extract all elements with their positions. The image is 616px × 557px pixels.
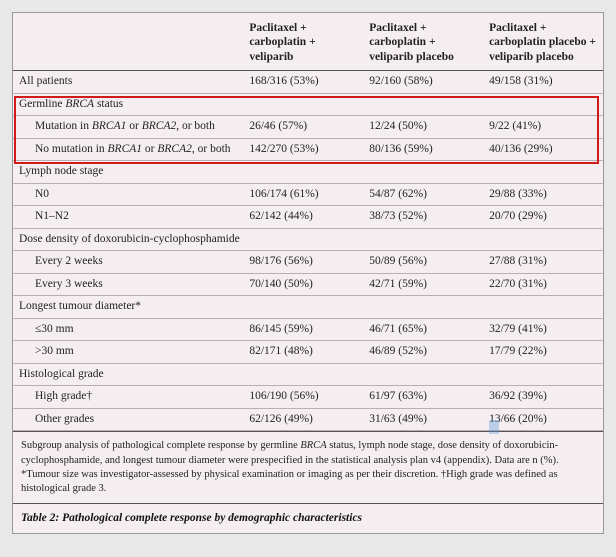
row-label: Every 3 weeks (13, 273, 243, 296)
cell-col-3: 27/88 (31%) (483, 251, 603, 274)
cell-col-1: 82/171 (48%) (243, 341, 363, 364)
header-blank (13, 13, 243, 71)
row-label: All patients (13, 71, 243, 94)
header-col-3: Paclitaxel + carboplatin placebo + velip… (483, 13, 603, 71)
section-label: Histological grade (13, 363, 603, 386)
cell-col-3: 13/66 (20%) (483, 408, 603, 431)
table-caption: Table 2: Pathological complete response … (13, 504, 603, 533)
cell-col-2: 42/71 (59%) (363, 273, 483, 296)
cell-col-2: 46/71 (65%) (363, 318, 483, 341)
cell-col-2: 12/24 (50%) (363, 116, 483, 139)
cell-col-2: 46/89 (52%) (363, 341, 483, 364)
cell-col-3: 29/88 (33%) (483, 183, 603, 206)
cell-col-1: 98/176 (56%) (243, 251, 363, 274)
cell-col-2: 80/136 (59%) (363, 138, 483, 161)
cell-col-1: 168/316 (53%) (243, 71, 363, 94)
cell-col-3: 22/70 (31%) (483, 273, 603, 296)
row-label: High grade† (13, 386, 243, 409)
sub-row: N0106/174 (61%)54/87 (62%)29/88 (33%) (13, 183, 603, 206)
row-label: No mutation in BRCA1 or BRCA2, or both (13, 138, 243, 161)
sub-row: >30 mm82/171 (48%)46/89 (52%)17/79 (22%) (13, 341, 603, 364)
sub-row: No mutation in BRCA1 or BRCA2, or both14… (13, 138, 603, 161)
section-row: Longest tumour diameter* (13, 296, 603, 319)
header-row: Paclitaxel + carboplatin + veliparib Pac… (13, 13, 603, 71)
table-row: All patients168/316 (53%)92/160 (58%)49/… (13, 71, 603, 94)
cell-col-1: 62/142 (44%) (243, 206, 363, 229)
sub-row: High grade†106/190 (56%)61/97 (63%)36/92… (13, 386, 603, 409)
sub-row: N1–N262/142 (44%)38/73 (52%)20/70 (29%) (13, 206, 603, 229)
table-container: Paclitaxel + carboplatin + veliparib Pac… (12, 12, 604, 534)
section-label: Dose density of doxorubicin-cyclophospha… (13, 228, 603, 251)
row-label: Mutation in BRCA1 or BRCA2, or both (13, 116, 243, 139)
section-label: Lymph node stage (13, 161, 603, 184)
row-label: Other grades (13, 408, 243, 431)
cell-col-1: 106/174 (61%) (243, 183, 363, 206)
table-panel: Paclitaxel + carboplatin + veliparib Pac… (12, 12, 604, 534)
sub-row: Every 2 weeks98/176 (56%)50/89 (56%)27/8… (13, 251, 603, 274)
row-label: N1–N2 (13, 206, 243, 229)
cell-col-1: 142/270 (53%) (243, 138, 363, 161)
row-label: >30 mm (13, 341, 243, 364)
cell-col-2: 31/63 (49%) (363, 408, 483, 431)
sub-row: Other grades62/126 (49%)31/63 (49%)13/66… (13, 408, 603, 431)
cell-col-2: 54/87 (62%) (363, 183, 483, 206)
cell-col-2: 92/160 (58%) (363, 71, 483, 94)
cell-col-3: 9/22 (41%) (483, 116, 603, 139)
row-label: N0 (13, 183, 243, 206)
cell-col-2: 61/97 (63%) (363, 386, 483, 409)
cell-col-3: 17/79 (22%) (483, 341, 603, 364)
section-row: Lymph node stage (13, 161, 603, 184)
table-body: All patients168/316 (53%)92/160 (58%)49/… (13, 71, 603, 431)
section-row: Germline BRCA status (13, 93, 603, 116)
cell-col-3: 20/70 (29%) (483, 206, 603, 229)
cell-col-3: 32/79 (41%) (483, 318, 603, 341)
section-label: Longest tumour diameter* (13, 296, 603, 319)
sub-row: Mutation in BRCA1 or BRCA2, or both26/46… (13, 116, 603, 139)
cell-col-1: 106/190 (56%) (243, 386, 363, 409)
row-label: Every 2 weeks (13, 251, 243, 274)
header-col-2: Paclitaxel + carboplatin + veliparib pla… (363, 13, 483, 71)
table-footnote: Subgroup analysis of pathological comple… (13, 431, 603, 504)
cell-col-1: 26/46 (57%) (243, 116, 363, 139)
section-label: Germline BRCA status (13, 93, 603, 116)
section-row: Dose density of doxorubicin-cyclophospha… (13, 228, 603, 251)
cell-col-1: 62/126 (49%) (243, 408, 363, 431)
section-row: Histological grade (13, 363, 603, 386)
cell-col-1: 86/145 (59%) (243, 318, 363, 341)
cell-col-1: 70/140 (50%) (243, 273, 363, 296)
row-label: ≤30 mm (13, 318, 243, 341)
sub-row: Every 3 weeks70/140 (50%)42/71 (59%)22/7… (13, 273, 603, 296)
cell-col-3: 36/92 (39%) (483, 386, 603, 409)
sub-row: ≤30 mm86/145 (59%)46/71 (65%)32/79 (41%) (13, 318, 603, 341)
cell-col-2: 50/89 (56%) (363, 251, 483, 274)
cell-col-3: 40/136 (29%) (483, 138, 603, 161)
data-table: Paclitaxel + carboplatin + veliparib Pac… (13, 13, 603, 431)
cell-col-2: 38/73 (52%) (363, 206, 483, 229)
header-col-1: Paclitaxel + carboplatin + veliparib (243, 13, 363, 71)
cell-col-3: 49/158 (31%) (483, 71, 603, 94)
